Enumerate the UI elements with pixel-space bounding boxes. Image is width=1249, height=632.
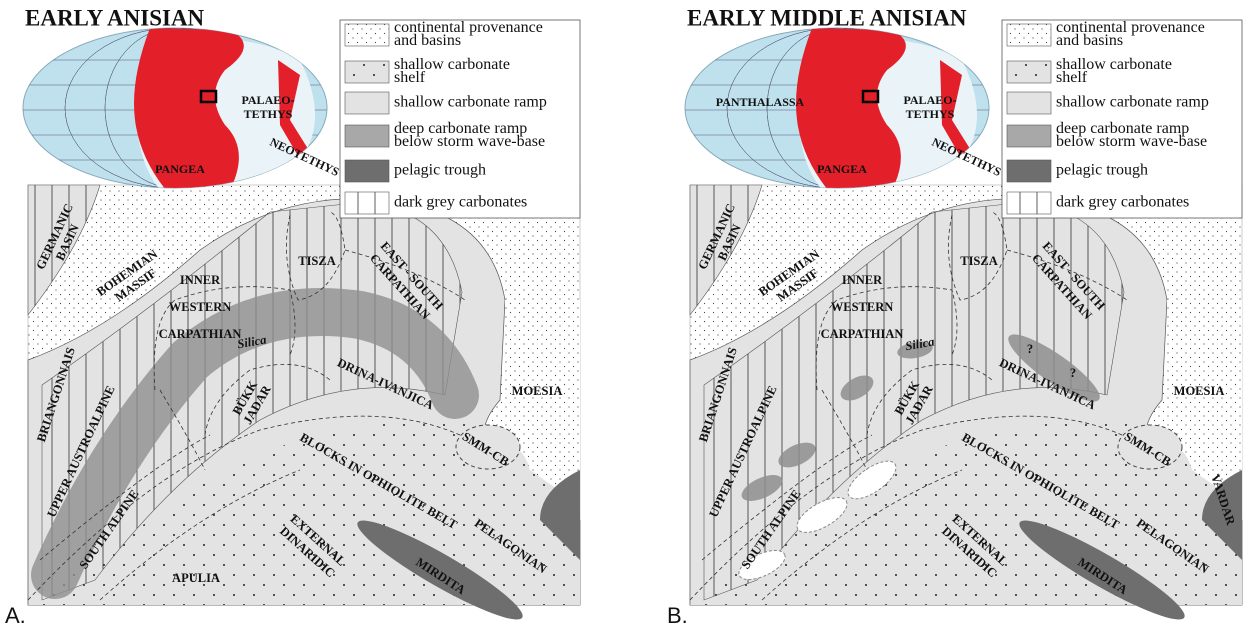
map-label: CARPATHIAN [159,327,242,341]
legend-label: dark grey carbonates [394,194,527,211]
map-label: MOESIA [512,384,563,398]
globe-label: PALAEO- [903,93,956,107]
map-label: INNER [842,273,883,287]
label-group: ? [1070,366,1076,380]
legend-swatch [345,192,389,214]
label-group: PALAEO-TETHYS [903,93,956,121]
legend-swatch [345,125,389,147]
label-group: MOESIA [1174,384,1225,398]
panel-title: EARLY MIDDLE ANISIAN [687,5,967,30]
legend-label: below storm wave-base [1056,133,1207,150]
legend-label: pelagic trough [1056,162,1148,179]
legend-swatch [1007,92,1051,114]
globe-label: PANGEA [155,162,205,176]
map-label: APULIA [172,571,220,585]
legend-box [340,20,580,218]
legend-swatch [1007,61,1051,83]
globe-label: TETHYS [906,107,955,121]
panel-label: B. [667,603,688,628]
label-group: TISZA [960,254,998,268]
label-group: APULIA [172,571,220,585]
label-group: PALAEO-TETHYS [241,93,294,121]
globe-label: PALAEO- [241,93,294,107]
legend-swatch [345,24,389,46]
label-group: TISZA [298,254,336,268]
legend-label: shallow carbonate ramp [394,94,547,111]
legend-label: and basins [1056,32,1123,49]
map-label: CARPATHIAN [821,327,904,341]
legend-swatch [1007,125,1051,147]
legend-swatch [1007,192,1051,214]
legend-label: below storm wave-base [394,133,545,150]
map-label: ? [1027,342,1033,356]
legend-swatch [345,61,389,83]
legend-swatch [1007,160,1051,182]
figure: continental provenanceand basinsshallow … [0,0,1249,632]
legend-swatch [345,92,389,114]
label-group: MOESIA [512,384,563,398]
label-group: ? [1027,342,1033,356]
label-group: PANTHALASSA [716,95,805,109]
map-label: WESTERN [169,300,232,314]
legend-label: pelagic trough [394,162,486,179]
globe-label: PANTHALASSA [716,95,805,109]
legend-swatch [1007,24,1051,46]
label-group: PANGEA [155,162,205,176]
legend-label: and basins [394,32,461,49]
map-label: MOESIA [1174,384,1225,398]
globe-label: PANGEA [817,162,867,176]
panel-label: A. [5,603,26,628]
legend-label: shelf [1056,69,1088,86]
legend-label: dark grey carbonates [1056,194,1189,211]
legend-swatch [345,160,389,182]
map-label: ? [1070,366,1076,380]
map-label: TISZA [960,254,998,268]
map-label: WESTERN [831,300,894,314]
legend-box [1002,20,1242,218]
map-label: INNER [180,273,221,287]
legend-label: shelf [394,69,426,86]
legend-label: shallow carbonate ramp [1056,94,1209,111]
globe-label: TETHYS [244,107,293,121]
label-group: PANGEA [817,162,867,176]
panel-title: EARLY ANISIAN [25,5,205,30]
map-label: TISZA [298,254,336,268]
